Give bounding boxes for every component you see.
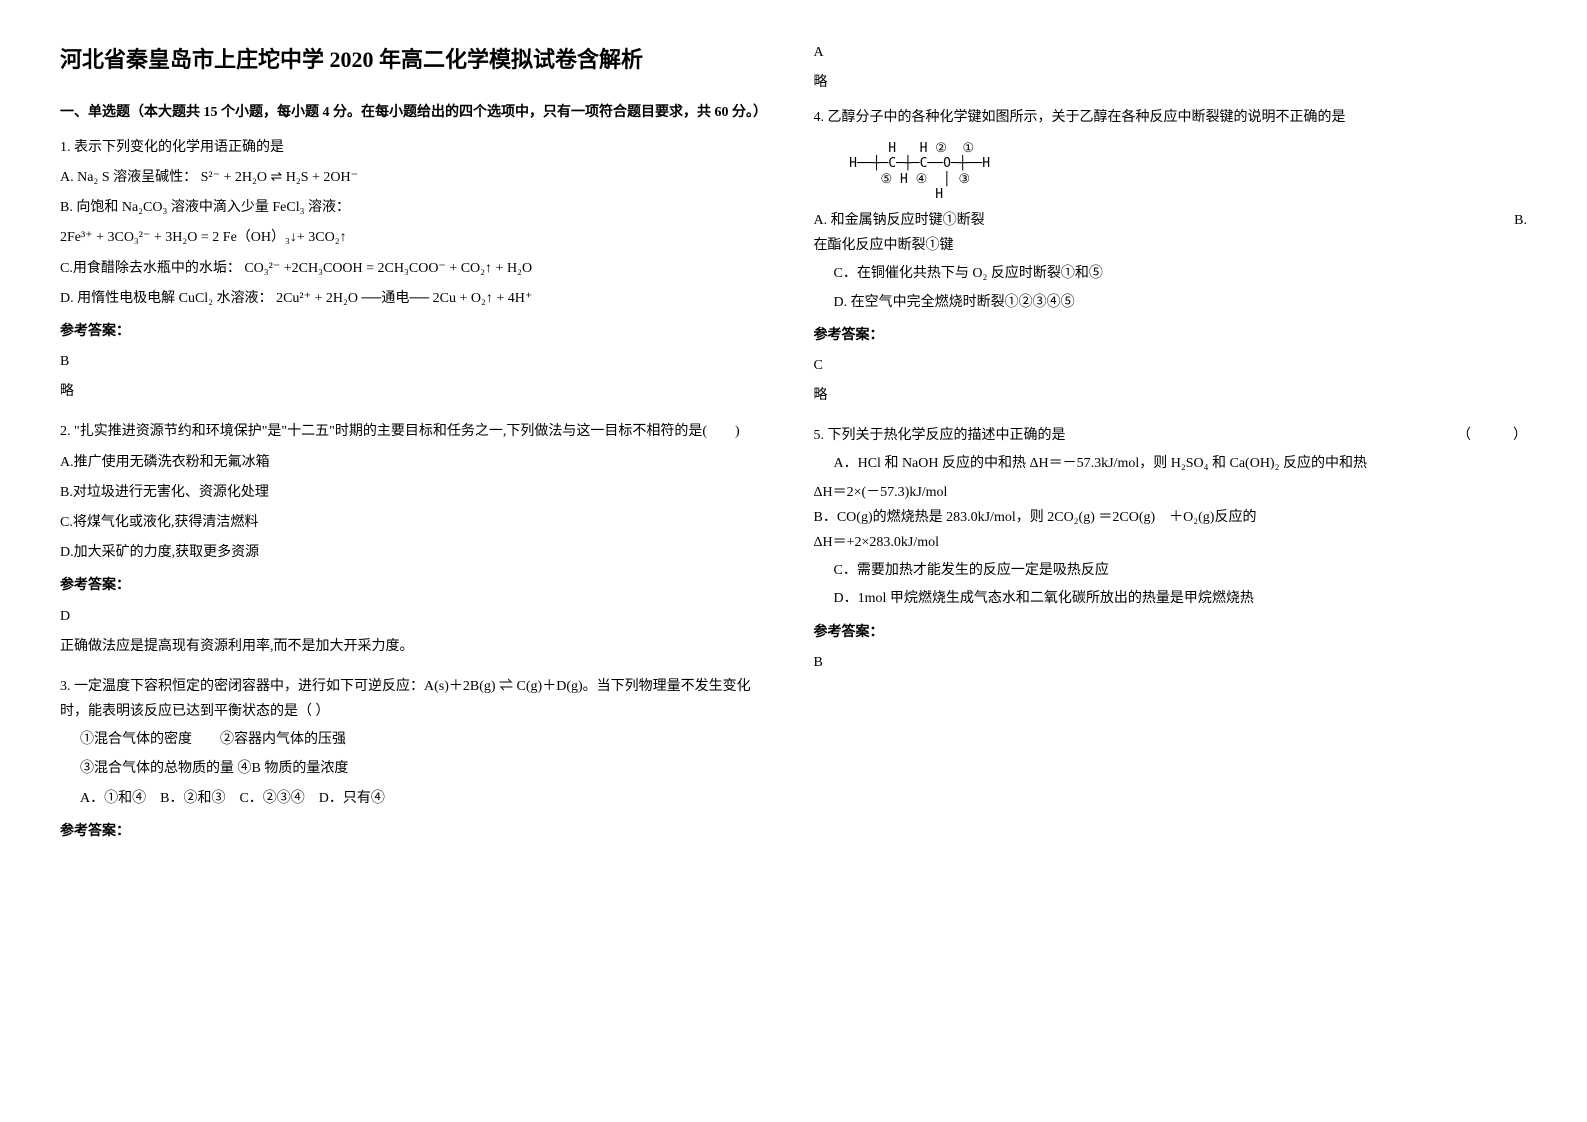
q1-optD-formula: 2Cu²⁺ + 2H₂O ──通电── 2Cu + O₂↑ + 4H⁺ bbox=[276, 291, 532, 306]
q1-answer: B bbox=[60, 349, 774, 374]
q5-stem-row: 5. 下列关于热化学反应的描述中正确的是 （ ） bbox=[814, 423, 1528, 448]
q1-optD-text: D. 用惰性电极电解 CuCl₂ 水溶液： bbox=[60, 291, 273, 306]
q2-option-b: B.对垃圾进行无害化、资源化处理 bbox=[60, 480, 774, 505]
q4-stem: 4. 乙醇分子中的各种化学键如图所示，关于乙醇在各种反应中断裂键的说明不正确的是 bbox=[814, 105, 1528, 130]
page-title: 河北省秦皇岛市上庄坨中学 2020 年高二化学模拟试卷含解析 bbox=[60, 40, 774, 80]
q1-explanation: 略 bbox=[60, 379, 774, 404]
q1-option-c: C.用食醋除去水瓶中的水垢： CO₃²⁻ +2CH₃COOH = 2CH₃COO… bbox=[60, 256, 774, 281]
q5-option-b-cont: ΔH＝+2×283.0kJ/mol bbox=[814, 530, 1528, 555]
q5-stem: 5. 下列关于热化学反应的描述中正确的是 bbox=[814, 428, 1066, 443]
q4-diagram: H H ② ① H──┼─C─┼─C──O─┼──H ⑤ H ④ │ ③ H bbox=[834, 141, 1528, 203]
q4-option-d: D. 在空气中完全燃烧时断裂①②③④⑤ bbox=[814, 290, 1528, 315]
q5-answer: B bbox=[814, 650, 1528, 675]
q3-line2: ③混合气体的总物质的量 ④B 物质的量浓度 bbox=[60, 756, 774, 781]
page-container: 河北省秦皇岛市上庄坨中学 2020 年高二化学模拟试卷含解析 一、单选题（本大题… bbox=[60, 40, 1527, 859]
q4-option-a: A. 和金属钠反应时键①断裂 bbox=[814, 208, 985, 233]
q1-answer-label: 参考答案： bbox=[60, 319, 774, 344]
q1-optA-formula: S²⁻ + 2H₂O ⇌ H₂S + 2OH⁻ bbox=[201, 170, 358, 185]
q4-option-c: C．在铜催化共热下与 O₂ 反应时断裂①和⑤ bbox=[814, 261, 1528, 286]
q3-stem: 3. 一定温度下容积恒定的密闭容器中，进行如下可逆反应：A(s)＋2B(g) ⇌… bbox=[60, 674, 774, 724]
q1-optC-text: C.用食醋除去水瓶中的水垢： bbox=[60, 261, 241, 276]
q1-option-d: D. 用惰性电极电解 CuCl₂ 水溶液： 2Cu²⁺ + 2H₂O ──通电─… bbox=[60, 286, 774, 311]
q5-answer-label: 参考答案： bbox=[814, 620, 1528, 645]
q2-option-d: D.加大采矿的力度,获取更多资源 bbox=[60, 540, 774, 565]
q2-stem: 2. "扎实推进资源节约和环境保护"是"十二五"时期的主要目标和任务之一,下列做… bbox=[60, 419, 774, 444]
q5-option-a-cont: ΔH＝2×(－57.3)kJ/mol bbox=[814, 480, 1528, 505]
q5-option-d: D．1mol 甲烷燃烧生成气态水和二氧化碳所放出的热量是甲烷燃烧热 bbox=[814, 586, 1528, 611]
q1-optB-formula: 2Fe³⁺ + 3CO₃²⁻ + 3H₂O = 2 Fe（OH）₃↓+ 3CO₂… bbox=[60, 225, 774, 250]
q3-line1: ①混合气体的密度 ②容器内气体的压强 bbox=[60, 727, 774, 752]
section-1-header: 一、单选题（本大题共 15 个小题，每小题 4 分。在每小题给出的四个选项中，只… bbox=[60, 100, 774, 125]
question-5: 5. 下列关于热化学反应的描述中正确的是 （ ） A．HCl 和 NaOH 反应… bbox=[814, 423, 1528, 675]
q3-answer-label: 参考答案： bbox=[60, 819, 774, 844]
q2-answer: D bbox=[60, 604, 774, 629]
q2-option-c: C.将煤气化或液化,获得清洁燃料 bbox=[60, 510, 774, 535]
question-2: 2. "扎实推进资源节约和环境保护"是"十二五"时期的主要目标和任务之一,下列做… bbox=[60, 419, 774, 659]
q3-answer: A bbox=[814, 40, 1528, 65]
q5-option-b: B．CO(g)的燃烧热是 283.0kJ/mol，则 2CO₂(g) ＝2CO(… bbox=[814, 505, 1528, 530]
question-1: 1. 表示下列变化的化学用语正确的是 A. Na₂ S 溶液呈碱性： S²⁻ +… bbox=[60, 135, 774, 405]
question-3: 3. 一定温度下容积恒定的密闭容器中，进行如下可逆反应：A(s)＋2B(g) ⇌… bbox=[60, 674, 774, 844]
q5-option-a: A．HCl 和 NaOH 反应的中和热 ΔH＝－57.3kJ/mol，则 H₂S… bbox=[814, 451, 1528, 476]
left-column: 河北省秦皇岛市上庄坨中学 2020 年高二化学模拟试卷含解析 一、单选题（本大题… bbox=[60, 40, 774, 859]
q4-answer-label: 参考答案： bbox=[814, 323, 1528, 348]
q4-option-b-cont: 在酯化反应中断裂①键 bbox=[814, 233, 1528, 258]
q4-option-b-label: B. bbox=[1514, 208, 1527, 233]
right-column: A 略 4. 乙醇分子中的各种化学键如图所示，关于乙醇在各种反应中断裂键的说明不… bbox=[814, 40, 1528, 859]
q1-optA-text: A. Na₂ S 溶液呈碱性： bbox=[60, 170, 197, 185]
q1-stem: 1. 表示下列变化的化学用语正确的是 bbox=[60, 135, 774, 160]
q2-answer-label: 参考答案： bbox=[60, 573, 774, 598]
q1-option-b: B. 向饱和 Na₂CO₃ 溶液中滴入少量 FeCl₃ 溶液： bbox=[60, 195, 774, 220]
question-4: 4. 乙醇分子中的各种化学键如图所示，关于乙醇在各种反应中断裂键的说明不正确的是… bbox=[814, 105, 1528, 408]
q5-bracket: （ ） bbox=[1457, 423, 1527, 448]
q5-option-c: C．需要加热才能发生的反应一定是吸热反应 bbox=[814, 558, 1528, 583]
q2-option-a: A.推广使用无磷洗衣粉和无氟冰箱 bbox=[60, 450, 774, 475]
q3-explanation: 略 bbox=[814, 70, 1528, 95]
q4-explanation: 略 bbox=[814, 383, 1528, 408]
q1-option-a: A. Na₂ S 溶液呈碱性： S²⁻ + 2H₂O ⇌ H₂S + 2OH⁻ bbox=[60, 165, 774, 190]
q4-answer: C bbox=[814, 353, 1528, 378]
q4-diagram-row: H H ② ① H──┼─C─┼─C──O─┼──H ⑤ H ④ │ ③ H A… bbox=[814, 141, 1528, 234]
q1-optC-formula: CO₃²⁻ +2CH₃COOH = 2CH₃COO⁻ + CO₂↑ + H₂O bbox=[244, 261, 532, 276]
q3-options: A．①和④ B．②和③ C．②③④ D．只有④ bbox=[60, 786, 774, 811]
q2-explanation: 正确做法应是提高现有资源利用率,而不是加大开采力度。 bbox=[60, 634, 774, 659]
